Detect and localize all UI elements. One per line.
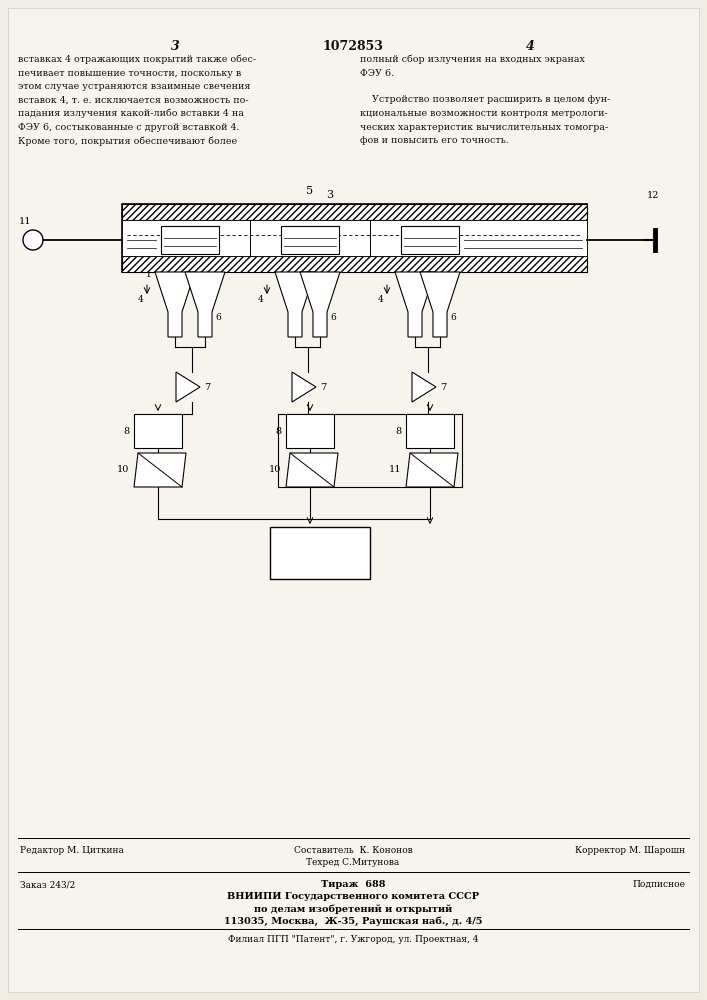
Text: печивает повышение точности, поскольку в: печивает повышение точности, поскольку в [18,68,241,78]
Text: ФЭУ 6, состыкованные с другой вставкой 4.: ФЭУ 6, состыкованные с другой вставкой 4… [18,122,240,131]
Text: 113035, Москва,  Ж-35, Раушская наб., д. 4/5: 113035, Москва, Ж-35, Раушская наб., д. … [223,916,482,926]
Text: 8: 8 [275,426,281,436]
Text: 8: 8 [123,426,129,436]
Text: 4: 4 [137,296,143,304]
Polygon shape [134,453,186,487]
Text: вставок 4, т. е. исключается возможность по-: вставок 4, т. е. исключается возможность… [18,96,249,104]
Text: 7: 7 [204,382,210,391]
Bar [122,204,587,220]
Text: по делам изобретений и открытий: по делам изобретений и открытий [254,904,452,914]
Text: Тираж  688: Тираж 688 [321,880,385,889]
Text: S: S [306,426,314,436]
Polygon shape [275,272,315,337]
Text: Устройство позволяет расширить в целом фун-: Устройство позволяет расширить в целом ф… [360,96,610,104]
Text: 7: 7 [320,382,326,391]
Text: Филиал ПГП "Патент", г. Ужгород, ул. Проектная, 4: Филиал ПГП "Патент", г. Ужгород, ул. Про… [228,935,478,944]
Polygon shape [176,372,200,402]
Text: 10: 10 [117,466,129,475]
Text: S: S [154,426,162,436]
Bar [161,226,219,254]
Text: кциональные возможности контроля метрологи-: кциональные возможности контроля метроло… [360,109,608,118]
Bar [122,220,587,256]
Text: Кроме того, покрытия обеспечивают более: Кроме того, покрытия обеспечивают более [18,136,237,145]
Polygon shape [292,372,316,402]
Text: 1: 1 [128,258,134,267]
Bar [286,414,334,448]
Text: 7: 7 [440,382,446,391]
Text: ВНИИПИ Государственного комитета СССР: ВНИИПИ Государственного комитета СССР [227,892,479,901]
Text: Подписное: Подписное [632,880,685,889]
Polygon shape [406,453,458,487]
Polygon shape [395,272,435,337]
Text: 11: 11 [389,466,401,475]
Text: Редактор М. Циткина: Редактор М. Циткина [20,846,124,855]
Text: Составитель  К. Кононов: Составитель К. Кононов [293,846,412,855]
Text: 4: 4 [525,40,534,53]
Text: 8: 8 [395,426,401,436]
Circle shape [23,230,43,250]
Polygon shape [185,272,225,337]
Polygon shape [155,272,195,337]
Text: Заказ 243/2: Заказ 243/2 [20,880,75,889]
Bar [122,204,587,272]
Text: 4: 4 [378,296,383,304]
Text: 10: 10 [269,466,281,475]
Text: S: S [426,426,434,436]
Text: падания излучения какой-либо вставки 4 на: падания излучения какой-либо вставки 4 н… [18,109,244,118]
Text: 9: 9 [315,546,325,560]
Text: 11: 11 [19,217,31,226]
Text: ческих характеристик вычислительных томогра-: ческих характеристик вычислительных томо… [360,122,608,131]
Text: 5: 5 [306,186,314,196]
Polygon shape [286,453,338,487]
Text: 12: 12 [647,191,660,200]
Text: Техред С.Митунова: Техред С.Митунова [306,858,399,867]
Bar [270,527,370,579]
Text: 1: 1 [146,270,152,279]
Text: полный сбор излучения на входных экранах: полный сбор излучения на входных экранах [360,55,585,64]
Text: 2: 2 [142,258,148,267]
Text: 3: 3 [170,40,180,53]
Bar [406,414,454,448]
Text: 6: 6 [450,312,456,322]
Polygon shape [420,272,460,337]
Text: этом случае устраняются взаимные свечения: этом случае устраняются взаимные свечени… [18,82,250,91]
Text: 6: 6 [330,312,336,322]
Bar [401,226,459,254]
Text: фов и повысить его точность.: фов и повысить его точность. [360,136,509,145]
Text: 2: 2 [162,270,168,279]
Text: 6: 6 [215,312,221,322]
Text: ФЭУ 6.: ФЭУ 6. [360,68,394,78]
Bar [134,414,182,448]
Text: вставках 4 отражающих покрытий также обес-: вставках 4 отражающих покрытий также обе… [18,55,256,64]
Bar [281,226,339,254]
Polygon shape [300,272,340,337]
Text: 4: 4 [257,296,263,304]
Bar [122,256,587,272]
Polygon shape [412,372,436,402]
Text: 3: 3 [327,190,334,200]
Text: 1072853: 1072853 [322,40,383,53]
Text: Корректор М. Шарошн: Корректор М. Шарошн [575,846,685,855]
